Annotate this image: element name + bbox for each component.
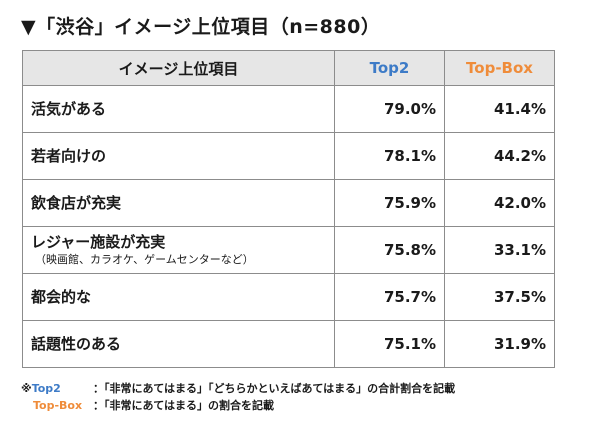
row-item-label: 若者向けの: [31, 147, 107, 165]
image-ranking-table: イメージ上位項目 Top2 Top-Box 活気がある 79.0% 41.4% …: [22, 50, 555, 368]
table-row: 活気がある 79.0% 41.4%: [22, 85, 555, 133]
row-item-cell: レジャー施設が充実 （映画館、カラオケ、ゲームセンターなど）: [22, 226, 335, 274]
row-top-box-value: 37.5%: [444, 273, 555, 321]
column-header-item: イメージ上位項目: [22, 50, 335, 86]
row-item-cell: 飲食店が充実: [22, 179, 335, 227]
footnote-top2: ※Top2 ：「非常にあてはまる」「どちらかといえばあてはまる」の合計割合を記載: [21, 380, 455, 397]
table-row: 話題性のある 75.1% 31.9%: [22, 320, 555, 368]
table-header-row: イメージ上位項目 Top2 Top-Box: [22, 50, 555, 86]
row-item-label: 話題性のある: [31, 335, 122, 353]
row-item-cell: 話題性のある: [22, 320, 335, 368]
row-top-box-value: 33.1%: [444, 226, 555, 274]
row-top-box-value: 41.4%: [444, 85, 555, 133]
table-row: レジャー施設が充実 （映画館、カラオケ、ゲームセンターなど） 75.8% 33.…: [22, 226, 555, 274]
row-item-label: 飲食店が充実: [31, 194, 122, 212]
table-row: 飲食店が充実 75.9% 42.0%: [22, 179, 555, 227]
row-item-cell: 活気がある: [22, 85, 335, 133]
footnote-top2-key: Top2: [31, 382, 61, 395]
row-item-sublabel: （映画館、カラオケ、ゲームセンターなど）: [35, 253, 254, 266]
row-top2-value: 75.1%: [334, 320, 445, 368]
column-header-top2: Top2: [334, 50, 445, 86]
table-row: 若者向けの 78.1% 44.2%: [22, 132, 555, 180]
footnote-top-box-key: Top-Box: [33, 399, 83, 412]
footnote-top2-text: ：「非常にあてはまる」「どちらかといえばあてはまる」の合計割合を記載: [93, 382, 456, 395]
row-top-box-value: 44.2%: [444, 132, 555, 180]
row-item-label: 都会的な: [31, 288, 92, 306]
row-top2-value: 78.1%: [334, 132, 445, 180]
column-header-top-box: Top-Box: [444, 50, 555, 86]
footnote-top-box-text: ：「非常にあてはまる」の割合を記載: [93, 399, 275, 412]
row-item-label: 活気がある: [31, 100, 107, 118]
footnote-mark: ※: [21, 382, 32, 395]
table-row: 都会的な 75.7% 37.5%: [22, 273, 555, 321]
page-title: ▼「渋谷」イメージ上位項目（n=880）: [21, 16, 381, 38]
row-top2-value: 75.9%: [334, 179, 445, 227]
row-top-box-value: 31.9%: [444, 320, 555, 368]
footnote-top-box: Top-Box ：「非常にあてはまる」の割合を記載: [21, 397, 455, 414]
footnotes: ※Top2 ：「非常にあてはまる」「どちらかといえばあてはまる」の合計割合を記載…: [21, 380, 455, 414]
row-item-label: レジャー施設が充実: [31, 233, 166, 251]
row-item-cell: 若者向けの: [22, 132, 335, 180]
row-item-cell: 都会的な: [22, 273, 335, 321]
row-top2-value: 75.8%: [334, 226, 445, 274]
row-top-box-value: 42.0%: [444, 179, 555, 227]
row-top2-value: 79.0%: [334, 85, 445, 133]
row-top2-value: 75.7%: [334, 273, 445, 321]
